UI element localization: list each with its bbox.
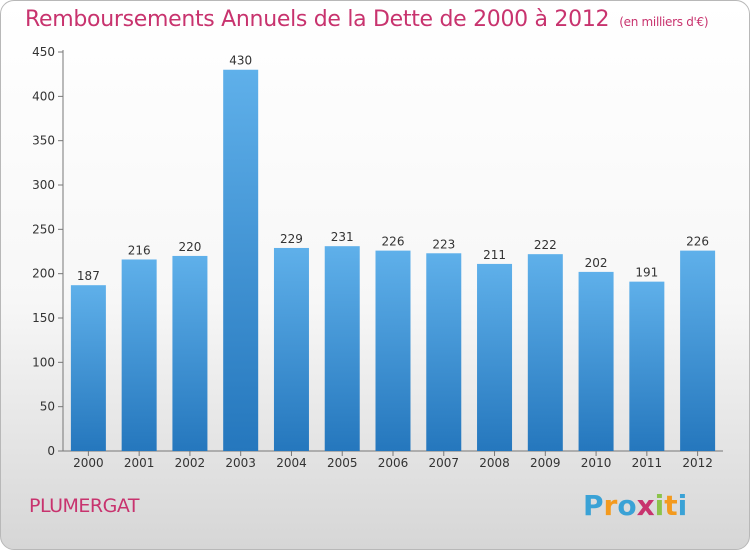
x-tick-label: 2009 — [530, 456, 561, 470]
x-tick-label: 2010 — [581, 456, 612, 470]
data-label: 231 — [331, 230, 354, 244]
x-tick-label: 2007 — [428, 456, 459, 470]
bar — [223, 69, 259, 451]
y-axis: 0 50 100 150 200 250 300 350 400 450 — [32, 45, 64, 458]
chart-title: Remboursements Annuels de la Dette de 20… — [25, 7, 709, 32]
data-label: 191 — [635, 266, 658, 280]
y-tick-label: 0 — [47, 444, 55, 458]
bar — [273, 247, 309, 451]
bar — [629, 281, 665, 451]
bar — [578, 271, 614, 451]
y-tick-label: 100 — [32, 355, 55, 369]
chart-title-text: Remboursements Annuels de la Dette de 20… — [25, 7, 610, 32]
x-tick-label: 2001 — [124, 456, 155, 470]
logo-letter: i — [654, 489, 665, 522]
y-tick-label: 50 — [40, 400, 55, 414]
logo-letter: r — [603, 489, 618, 522]
y-tick-label: 350 — [32, 134, 55, 148]
bar — [477, 263, 513, 451]
city-name: PLUMERGAT — [29, 495, 139, 517]
logo-letter: x — [636, 489, 655, 522]
x-tick-label: 2003 — [225, 456, 256, 470]
y-tick-label: 150 — [32, 311, 55, 325]
x-tick-label: 2005 — [327, 456, 358, 470]
x-tick-label: 2011 — [632, 456, 663, 470]
x-tick-label: 2002 — [175, 456, 206, 470]
logo-letter: i — [677, 489, 688, 522]
bar — [121, 259, 157, 451]
logo-letter: o — [617, 489, 637, 522]
data-label: 187 — [77, 269, 100, 283]
proxiti-logo: Proxiti — [583, 489, 687, 522]
unit-note: (en milliers d'€) — [619, 15, 709, 29]
y-tick-label: 400 — [32, 89, 55, 103]
x-tick-label: 2004 — [276, 456, 307, 470]
data-label: 430 — [229, 54, 252, 68]
bar — [527, 254, 563, 451]
data-label: 223 — [432, 237, 455, 251]
logo-letter: P — [583, 489, 604, 522]
logo-letter: t — [664, 489, 678, 522]
bars: 187 216 220 430 229 231 226 223 211 222 202 191 226 — [70, 54, 716, 451]
x-tick-label: 2006 — [378, 456, 409, 470]
y-tick-label: 300 — [32, 178, 55, 192]
data-label: 226 — [686, 235, 709, 249]
data-label: 222 — [534, 238, 557, 252]
bar — [426, 253, 462, 451]
bar — [680, 250, 716, 451]
bar — [70, 285, 106, 451]
x-tick-label: 2012 — [682, 456, 713, 470]
data-label: 216 — [128, 243, 151, 257]
x-tick-label: 2000 — [73, 456, 104, 470]
x-axis: 2000 2001 2002 2003 2004 2005 2006 2007 2008 2009… — [63, 450, 723, 470]
data-label: 202 — [585, 256, 608, 270]
data-label: 211 — [483, 248, 506, 262]
bar — [172, 255, 208, 451]
data-label: 229 — [280, 232, 303, 246]
bar — [375, 250, 411, 451]
y-tick-label: 450 — [32, 45, 55, 59]
data-label: 220 — [178, 240, 201, 254]
y-tick-label: 250 — [32, 222, 55, 236]
x-tick-label: 2008 — [479, 456, 510, 470]
bar — [324, 246, 360, 451]
data-label: 226 — [382, 235, 405, 249]
y-tick-label: 200 — [32, 267, 55, 281]
